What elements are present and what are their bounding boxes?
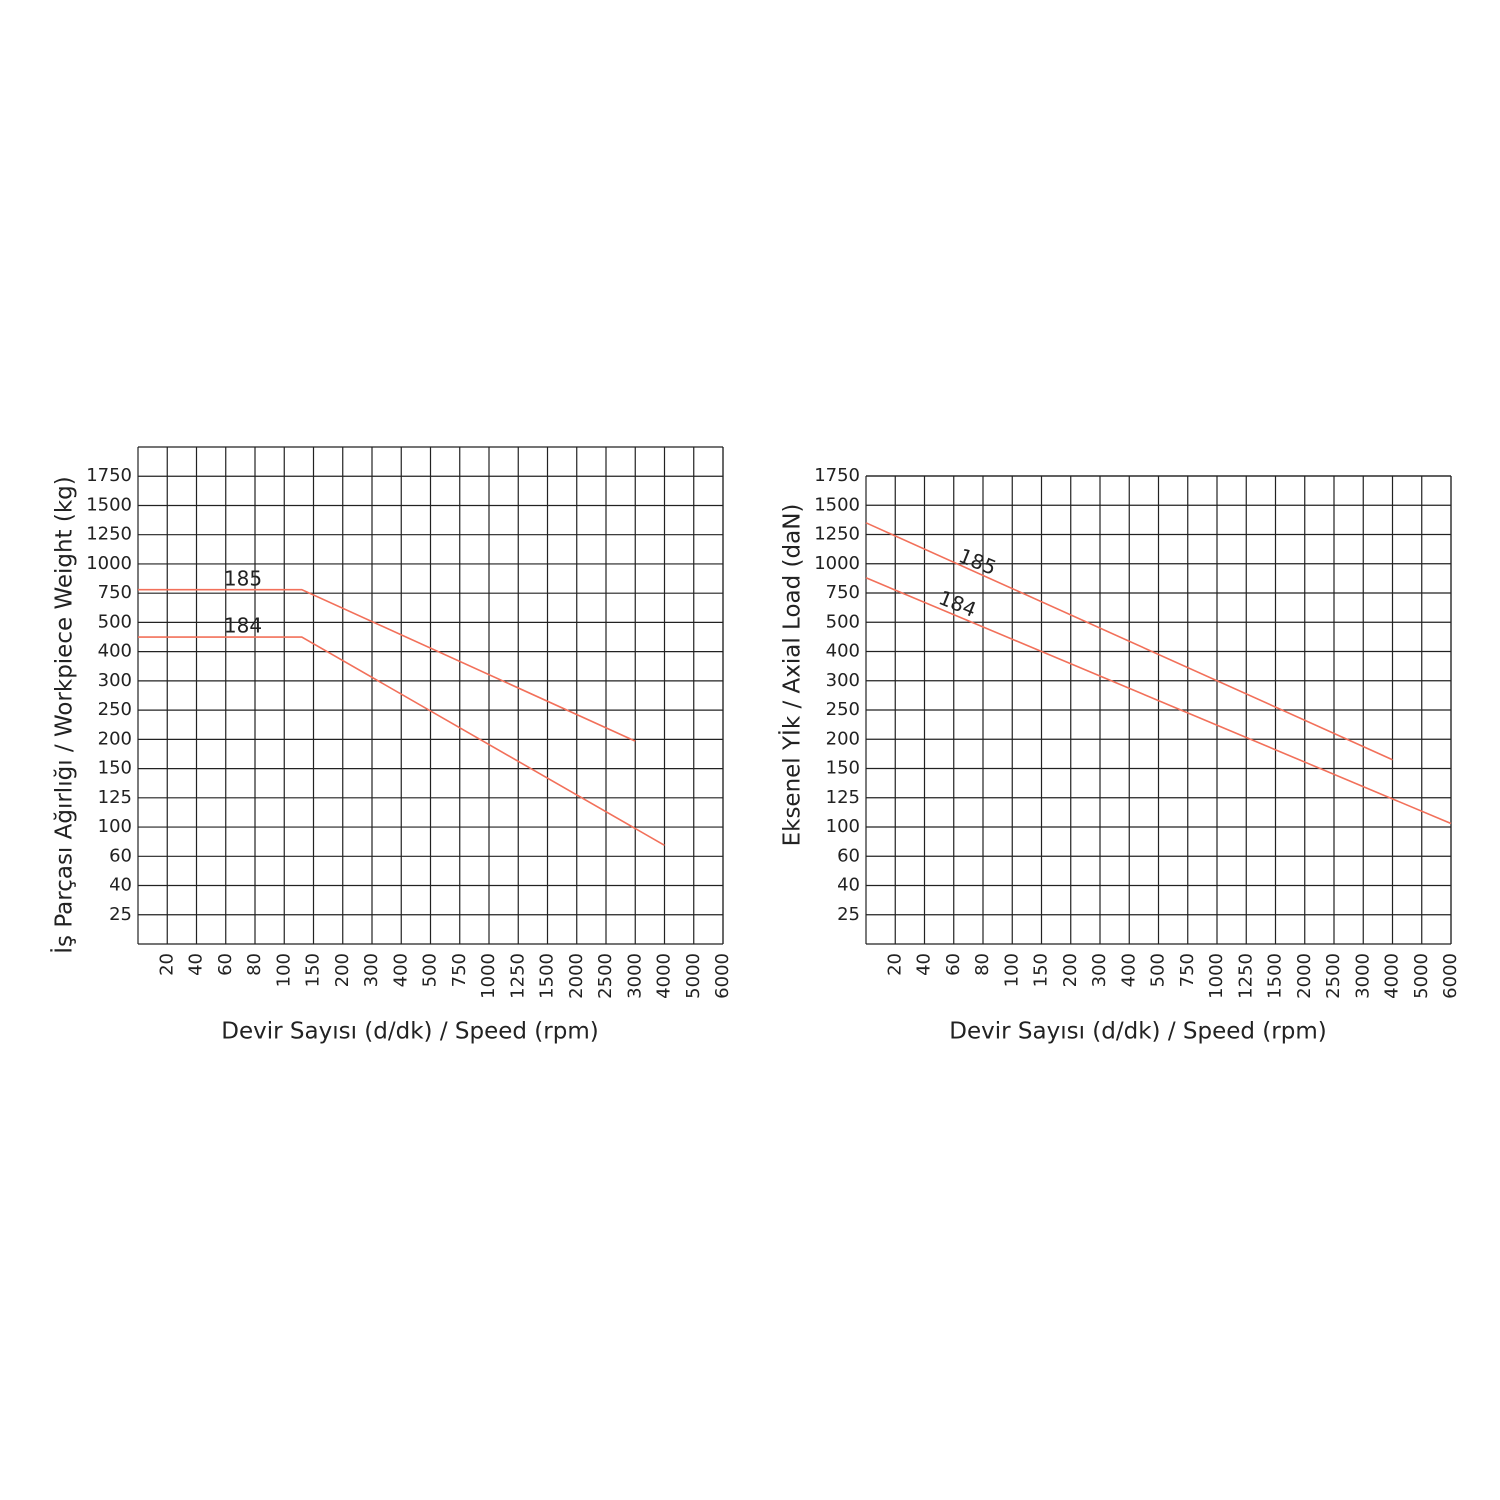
y-tick-label: 1250: [814, 524, 860, 545]
series-label: 184: [935, 585, 979, 622]
x-tick-label: 20: [884, 953, 905, 976]
y-tick-label: 1000: [86, 553, 132, 574]
series-label: 185: [955, 543, 999, 580]
x-axis-title: Devir Sayısı (d/dk) / Speed (rpm): [949, 1019, 1326, 1045]
x-tick-label: 80: [244, 953, 265, 976]
x-tick-label: 1500: [1265, 953, 1286, 999]
y-tick-label: 1500: [86, 494, 132, 515]
x-tick-label: 2500: [1323, 953, 1344, 999]
y-tick-label: 1750: [86, 465, 132, 486]
x-tick-label: 1500: [537, 953, 558, 999]
x-axis-title: Devir Sayısı (d/dk) / Speed (rpm): [221, 1019, 598, 1045]
y-tick-label: 1500: [814, 494, 860, 515]
x-tick-label: 4000: [654, 953, 675, 999]
y-tick-label: 200: [826, 728, 860, 749]
y-axis-title: İş Parçası Ağırlığı / Workpiece Weight (…: [50, 476, 78, 954]
x-tick-label: 500: [1148, 953, 1169, 987]
y-tick-label: 40: [109, 875, 132, 896]
y-tick-label: 300: [826, 670, 860, 691]
x-tick-label: 200: [1060, 953, 1081, 987]
x-tick-label: 1000: [478, 953, 499, 999]
x-tick-label: 100: [273, 953, 294, 987]
x-tick-label: 3000: [1352, 953, 1373, 999]
y-tick-label: 500: [98, 611, 132, 632]
line: [138, 588, 636, 742]
series-label: 184: [224, 614, 262, 638]
x-tick-label: 40: [186, 953, 207, 976]
y-tick-label: 750: [98, 582, 132, 603]
x-tick-label: 200: [332, 953, 353, 987]
y-tick-label: 125: [826, 787, 860, 808]
y-tick-label: 1000: [814, 553, 860, 574]
x-tick-label: 300: [361, 953, 382, 987]
y-axis-title: Eksenel Yİk / Axial Load (daN): [778, 504, 806, 847]
y-tick-label: 200: [98, 728, 132, 749]
x-tick-label: 80: [972, 953, 993, 976]
y-tick-label: 60: [837, 845, 860, 866]
x-tick-label: 500: [420, 953, 441, 987]
y-tick-label: 60: [109, 845, 132, 866]
y-tick-label: 100: [826, 816, 860, 837]
x-tick-label: 1000: [1206, 953, 1227, 999]
x-tick-label: 5000: [1411, 953, 1432, 999]
x-tick-label: 40: [914, 953, 935, 976]
x-tick-label: 300: [1089, 953, 1110, 987]
x-tick-label: 4000: [1382, 953, 1403, 999]
y-tick-label: 25: [109, 904, 132, 925]
y-tick-label: 1750: [814, 465, 860, 486]
x-tick-label: 5000: [683, 953, 704, 999]
x-tick-label: 2000: [566, 953, 587, 999]
line: [865, 522, 1393, 761]
x-tick-label: 2000: [1294, 953, 1315, 999]
series-label: 185: [224, 567, 262, 591]
x-tick-label: 20: [156, 953, 177, 976]
x-tick-label: 2500: [595, 953, 616, 999]
y-tick-label: 40: [837, 875, 860, 896]
x-tick-label: 3000: [624, 953, 645, 999]
x-tick-label: 1250: [1235, 953, 1256, 999]
x-tick-label: 6000: [1440, 953, 1461, 999]
x-tick-label: 400: [1118, 953, 1139, 987]
y-tick-label: 150: [826, 758, 860, 779]
y-tick-label: 25: [837, 904, 860, 925]
y-tick-label: 100: [98, 816, 132, 837]
x-tick-label: 150: [303, 953, 324, 987]
y-tick-label: 250: [98, 699, 132, 720]
y-tick-label: 400: [826, 641, 860, 662]
y-tick-label: 750: [826, 582, 860, 603]
x-tick-label: 60: [943, 953, 964, 976]
x-tick-label: 750: [1177, 953, 1198, 987]
x-tick-label: 150: [1031, 953, 1052, 987]
x-tick-label: 6000: [712, 953, 733, 999]
x-tick-label: 400: [390, 953, 411, 987]
y-tick-label: 150: [98, 758, 132, 779]
y-tick-label: 125: [98, 787, 132, 808]
y-tick-label: 500: [826, 611, 860, 632]
y-tick-label: 400: [98, 641, 132, 662]
x-tick-label: 60: [215, 953, 236, 976]
y-tick-label: 1250: [86, 524, 132, 545]
x-tick-label: 750: [449, 953, 470, 987]
y-tick-label: 300: [98, 670, 132, 691]
line: [865, 577, 1452, 825]
x-tick-label: 1250: [507, 953, 528, 999]
line: [138, 636, 665, 847]
x-tick-label: 100: [1001, 953, 1022, 987]
y-tick-label: 250: [826, 699, 860, 720]
